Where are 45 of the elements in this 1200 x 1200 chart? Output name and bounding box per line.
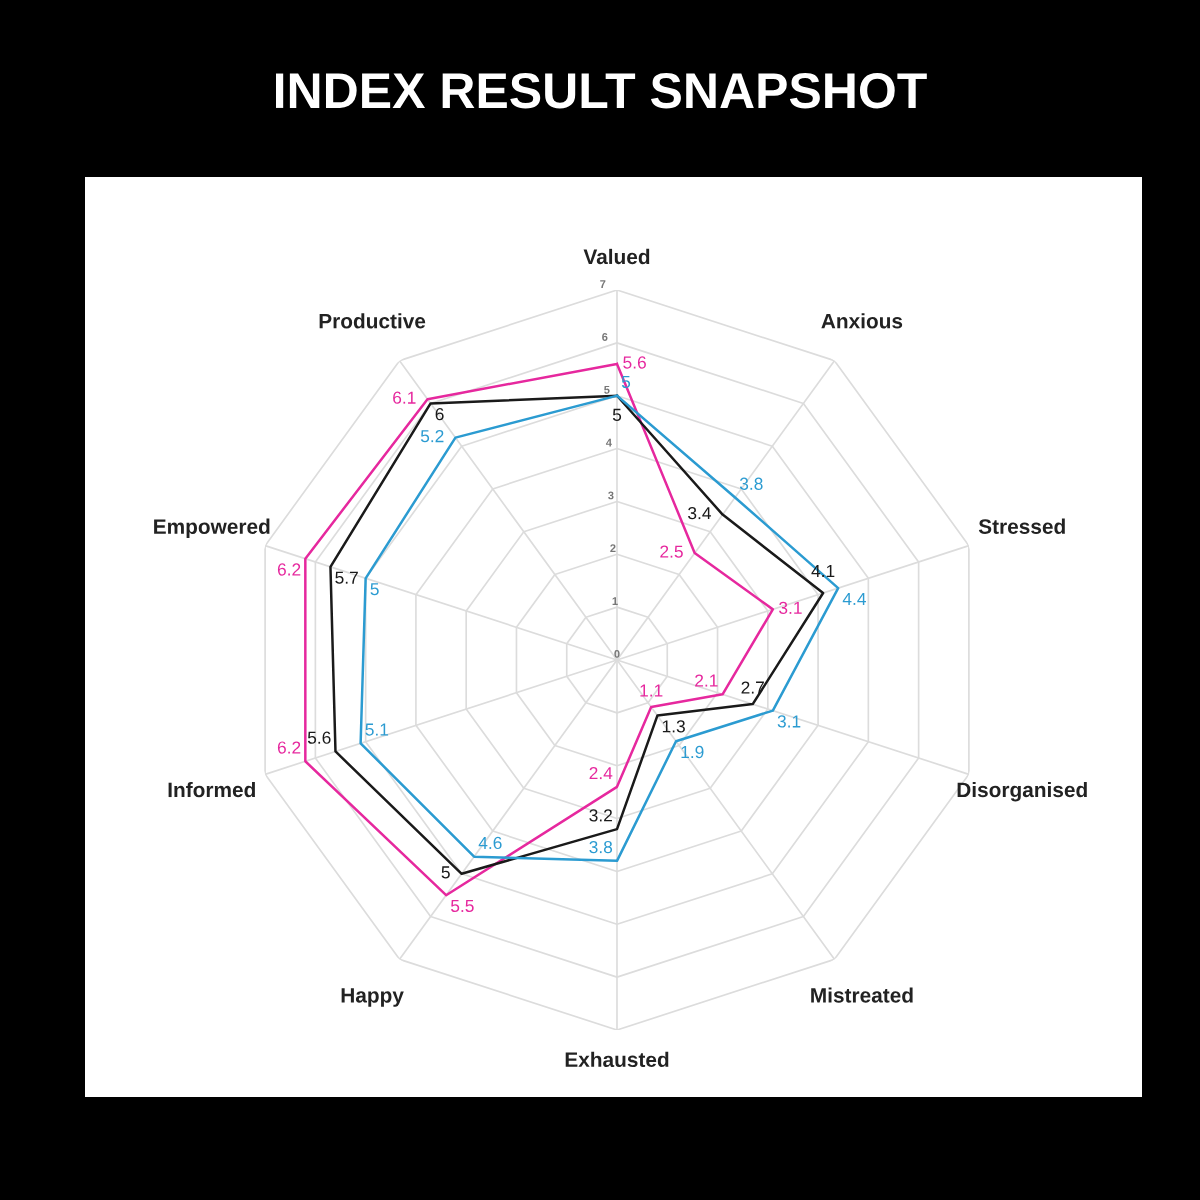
data-label: 1.9	[681, 745, 704, 759]
spoke-label: Informed	[168, 781, 255, 798]
data-label: 3.1	[777, 715, 801, 728]
spoke-label: Happy	[341, 988, 404, 1007]
data-label: 5.6	[623, 356, 646, 369]
data-label: 2.1	[695, 674, 718, 687]
y-tick-label: 0	[614, 649, 620, 658]
data-label: 3.4	[688, 506, 712, 520]
data-label: 6.1	[393, 391, 416, 404]
data-label: 5.7	[335, 571, 358, 584]
spoke-label: Productive	[319, 313, 426, 329]
data-label: 4.4	[842, 592, 866, 605]
spoke-label: Empowered	[154, 518, 270, 539]
spoke-label: Stressed	[978, 518, 1065, 534]
spoke-label: Disorganised	[957, 781, 1087, 802]
chart-title: INDEX RESULT SNAPSHOT	[275, 73, 927, 109]
data-label: 6.2	[277, 563, 301, 576]
y-tick-label: 7	[600, 280, 606, 288]
data-label: 3.8	[739, 477, 763, 490]
data-label: 5.2	[420, 430, 444, 443]
y-tick-label: 4	[605, 438, 612, 447]
spoke-label: Anxious	[821, 313, 903, 329]
data-label: 1.3	[662, 720, 685, 733]
data-label: 5	[370, 583, 379, 596]
data-label: 3.8	[589, 840, 613, 854]
spoke-label: Mistreated	[811, 987, 913, 1003]
data-label: 3.2	[589, 809, 612, 822]
y-tick-label: 2	[610, 544, 616, 553]
data-label: 5	[441, 866, 450, 879]
spoke-label: Exhausted	[565, 1051, 669, 1068]
data-label: 3.1	[779, 601, 802, 615]
data-label: 6	[435, 408, 444, 421]
data-label: 5.1	[365, 723, 389, 736]
y-tick-label: 5	[604, 385, 610, 394]
data-label: 5.6	[307, 731, 331, 744]
spoke-label: Valued	[583, 248, 650, 265]
data-label: 5.5	[450, 900, 474, 913]
data-label: 4.6	[478, 836, 502, 850]
data-label: 2.4	[589, 766, 613, 780]
y-tick-label: 1	[612, 597, 618, 605]
y-tick-label: 6	[602, 333, 608, 341]
y-tick-label: 3	[608, 491, 614, 500]
data-label: 1.1	[640, 684, 663, 697]
data-label: 6.2	[277, 741, 301, 754]
data-label: 2.5	[660, 545, 683, 558]
